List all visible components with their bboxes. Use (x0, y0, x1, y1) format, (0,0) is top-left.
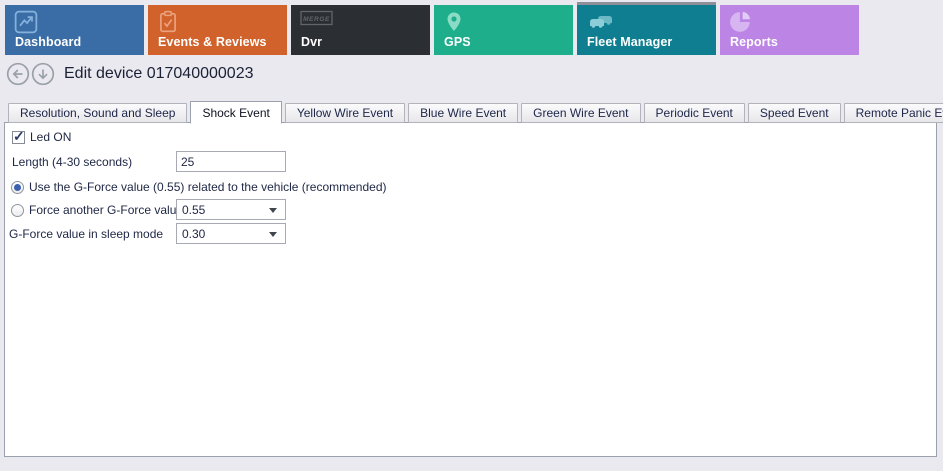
nav-tile-label: Events & Reviews (158, 35, 267, 49)
nav-tile-gps[interactable]: GPS (434, 5, 573, 55)
line-chart-icon (14, 10, 38, 34)
gforce-custom-label: Force another G-Force value (29, 203, 184, 217)
length-label: Length (4-30 seconds) (12, 155, 133, 169)
gforce-vehicle-radio-row[interactable]: Use the G-Force value (0.55) related to … (11, 180, 387, 194)
nav-tile-label: Dvr (301, 35, 323, 49)
chevron-down-icon (269, 232, 277, 237)
nav-tile-label: Reports (730, 35, 778, 49)
settings-panel (4, 122, 937, 457)
tab-speed-event[interactable]: Speed Event (747, 103, 841, 123)
event-tabs: Resolution, Sound and Sleep Shock Event … (8, 100, 943, 124)
pie-chart-icon (729, 10, 753, 34)
nav-tile-label: Dashboard (15, 35, 82, 49)
nav-tile-label: Fleet Manager (587, 35, 673, 49)
length-input[interactable] (176, 151, 286, 172)
nav-tile-events-reviews[interactable]: Events & Reviews (148, 5, 287, 55)
gforce-sleep-value: 0.30 (182, 226, 206, 241)
tab-shock-event[interactable]: Shock Event (190, 101, 282, 124)
svg-text:MERGE: MERGE (303, 16, 330, 23)
clipboard-check-icon (157, 10, 179, 34)
led-on-checkbox-row[interactable]: Led ON (12, 128, 72, 145)
chevron-down-icon (269, 208, 277, 213)
gforce-custom-radio-row[interactable]: Force another G-Force value (11, 203, 183, 217)
module-nav: Dashboard Events & Reviews MERGE Dvr (5, 5, 859, 55)
nav-tile-fleet-manager[interactable]: Fleet Manager (577, 5, 716, 55)
tab-remote-panic-event[interactable]: Remote Panic Event (843, 103, 943, 123)
gforce-vehicle-label: Use the G-Force value (0.55) related to … (29, 180, 387, 194)
back-button[interactable] (6, 62, 30, 86)
nav-tile-label: GPS (444, 35, 471, 49)
merge-logo-icon: MERGE (300, 10, 334, 27)
gforce-custom-radio[interactable] (11, 203, 24, 217)
tab-green-wire-event[interactable]: Green Wire Event (521, 103, 641, 123)
tab-blue-wire-event[interactable]: Blue Wire Event (408, 103, 519, 123)
gforce-sleep-label: G-Force value in sleep mode (9, 227, 164, 241)
download-button[interactable] (31, 62, 55, 86)
tab-yellow-wire-event[interactable]: Yellow Wire Event (284, 103, 406, 123)
nav-tile-dashboard[interactable]: Dashboard (5, 5, 144, 55)
gforce-custom-dropdown[interactable]: 0.55 (176, 199, 286, 220)
led-on-checkbox[interactable] (12, 128, 25, 145)
nav-tile-dvr[interactable]: MERGE Dvr (291, 5, 430, 55)
led-on-label: Led ON (30, 130, 72, 144)
page-title: Edit device 017040000023 (64, 65, 254, 82)
gforce-sleep-dropdown[interactable]: 0.30 (176, 223, 286, 244)
map-pin-icon (443, 10, 465, 34)
tab-periodic-event[interactable]: Periodic Event (643, 103, 745, 123)
nav-tile-reports[interactable]: Reports (720, 5, 859, 55)
gforce-custom-value: 0.55 (182, 202, 206, 217)
vehicles-icon (586, 10, 618, 32)
tab-resolution-sound-sleep[interactable]: Resolution, Sound and Sleep (8, 103, 188, 123)
gforce-vehicle-radio[interactable] (11, 180, 24, 194)
